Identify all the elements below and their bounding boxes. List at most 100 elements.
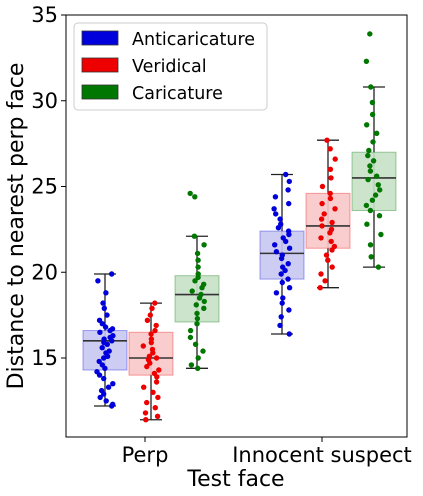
point-veridical-innocent-suspect — [318, 271, 324, 277]
point-caricature-perp — [199, 285, 205, 291]
point-caricature-perp — [188, 362, 195, 368]
point-caricature-perp — [194, 310, 200, 317]
y-tick-label: 25 — [31, 175, 58, 199]
point-caricature-innocent-suspect — [366, 147, 372, 154]
point-caricature-innocent-suspect — [367, 168, 374, 174]
legend-label-caricature: Caricature — [132, 84, 223, 104]
point-anticaricature-perp — [101, 375, 107, 382]
point-caricature-perp — [200, 348, 206, 354]
point-veridical-perp — [153, 355, 160, 361]
point-veridical-innocent-suspect — [321, 211, 327, 217]
y-tick-label: 30 — [31, 89, 58, 113]
point-anticaricature-perp — [104, 341, 111, 347]
point-anticaricature-perp — [107, 327, 113, 334]
point-anticaricature-innocent-suspect — [282, 267, 288, 274]
point-caricature-innocent-suspect — [375, 264, 382, 270]
point-anticaricature-innocent-suspect — [277, 216, 283, 222]
point-caricature-innocent-suspect — [363, 58, 370, 64]
legend-label-veridical: Veridical — [132, 57, 207, 77]
box-anticaricature-perp — [82, 330, 128, 371]
point-anticaricature-perp — [101, 355, 107, 361]
point-veridical-innocent-suspect — [324, 137, 330, 143]
x-tick-label: Perp — [122, 443, 169, 467]
point-caricature-perp — [192, 278, 198, 284]
point-caricature-perp — [201, 305, 207, 311]
x-tick-label: Innocent suspect — [232, 443, 412, 467]
point-veridical-innocent-suspect — [329, 219, 335, 226]
point-veridical-perp — [142, 410, 149, 416]
point-anticaricature-innocent-suspect — [271, 206, 277, 212]
point-anticaricature-innocent-suspect — [286, 200, 292, 207]
point-anticaricature-innocent-suspect — [286, 231, 292, 238]
point-caricature-perp — [192, 341, 199, 347]
point-anticaricature-perp — [110, 381, 116, 387]
point-caricature-innocent-suspect — [374, 130, 380, 136]
point-caricature-perp — [195, 257, 201, 263]
point-anticaricature-innocent-suspect — [279, 300, 285, 306]
point-caricature-perp — [187, 334, 194, 341]
point-anticaricature-innocent-suspect — [286, 245, 293, 251]
point-caricature-innocent-suspect — [364, 122, 370, 128]
point-caricature-innocent-suspect — [378, 231, 384, 238]
point-veridical-perp — [147, 312, 153, 318]
point-anticaricature-innocent-suspect — [279, 279, 285, 286]
point-anticaricature-perp — [109, 271, 115, 277]
point-anticaricature-innocent-suspect — [272, 242, 278, 248]
point-anticaricature-perp — [105, 384, 112, 390]
point-anticaricature-innocent-suspect — [278, 271, 284, 277]
point-veridical-innocent-suspect — [325, 257, 331, 263]
point-anticaricature-innocent-suspect — [273, 211, 279, 217]
point-anticaricature-perp — [96, 358, 102, 365]
point-caricature-innocent-suspect — [369, 111, 376, 118]
point-anticaricature-perp — [102, 365, 108, 371]
point-anticaricature-innocent-suspect — [283, 171, 289, 178]
point-anticaricature-perp — [97, 394, 103, 401]
point-caricature-innocent-suspect — [372, 192, 379, 198]
point-caricature-innocent-suspect — [367, 242, 374, 248]
point-anticaricature-innocent-suspect — [272, 194, 279, 200]
point-veridical-innocent-suspect — [327, 195, 334, 202]
point-veridical-perp — [153, 322, 159, 329]
point-caricature-innocent-suspect — [376, 213, 383, 219]
point-caricature-perp — [194, 250, 201, 257]
y-axis-label: Distance to nearest perp face — [4, 63, 29, 390]
point-anticaricature-innocent-suspect — [286, 331, 292, 337]
boxes-layer — [82, 86, 397, 421]
point-caricature-perp — [194, 315, 201, 322]
point-veridical-perp — [153, 379, 160, 385]
legend-label-anticaricature: Anticaricature — [132, 30, 255, 50]
point-veridical-perp — [152, 405, 158, 411]
point-anticaricature-perp — [103, 290, 109, 296]
point-anticaricature-perp — [102, 324, 109, 330]
point-caricature-innocent-suspect — [375, 182, 381, 188]
point-veridical-perp — [141, 384, 147, 390]
point-caricature-innocent-suspect — [367, 163, 373, 169]
point-veridical-innocent-suspect — [323, 252, 330, 258]
point-caricature-innocent-suspect — [368, 84, 374, 90]
point-caricature-perp — [196, 295, 203, 301]
point-caricature-perp — [195, 264, 201, 270]
point-caricature-innocent-suspect — [367, 31, 373, 37]
point-caricature-innocent-suspect — [367, 207, 374, 214]
point-veridical-innocent-suspect — [329, 264, 335, 270]
point-veridical-perp — [155, 394, 161, 401]
point-caricature-innocent-suspect — [370, 158, 377, 164]
point-caricature-innocent-suspect — [369, 99, 376, 106]
y-tick-label: 15 — [31, 346, 58, 370]
point-veridical-innocent-suspect — [328, 238, 334, 245]
point-veridical-innocent-suspect — [319, 223, 325, 229]
point-veridical-innocent-suspect — [319, 200, 325, 207]
point-veridical-perp — [154, 413, 161, 419]
point-veridical-innocent-suspect — [318, 235, 324, 241]
point-anticaricature-perp — [96, 372, 103, 378]
point-anticaricature-innocent-suspect — [278, 314, 284, 320]
axes-layer: 15 20 25 30 35 Perp Innocent suspect — [31, 3, 412, 467]
point-caricature-innocent-suspect — [364, 221, 370, 227]
point-veridical-innocent-suspect — [319, 183, 326, 190]
legend-frame — [73, 22, 268, 111]
point-anticaricature-innocent-suspect — [286, 178, 292, 185]
point-anticaricature-perp — [97, 329, 103, 335]
point-anticaricature-innocent-suspect — [286, 307, 292, 313]
point-veridical-innocent-suspect — [327, 190, 333, 197]
point-caricature-innocent-suspect — [365, 176, 371, 183]
